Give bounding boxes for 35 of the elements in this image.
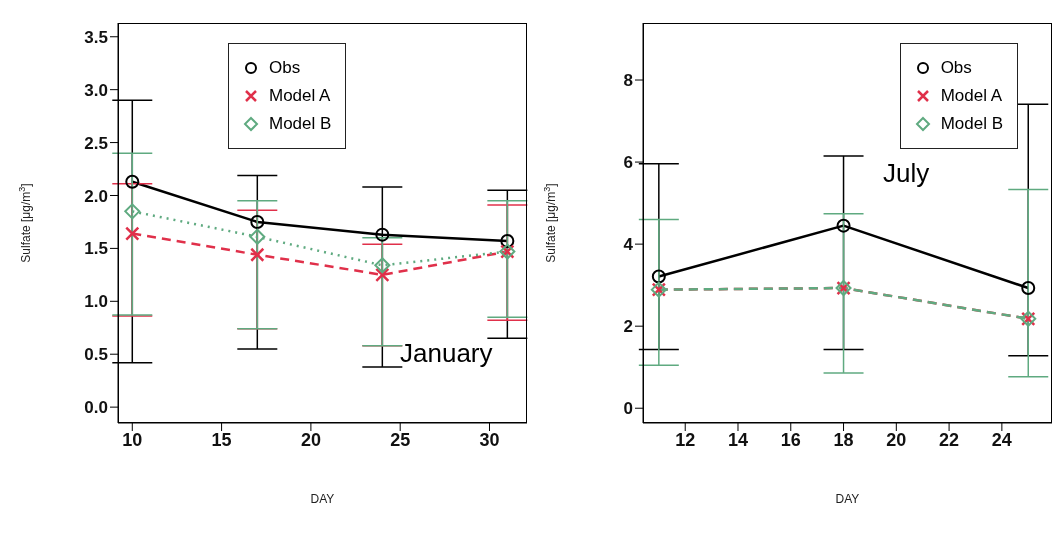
x-tick-label: 16	[780, 429, 801, 450]
x-tick-label: 30	[479, 429, 500, 450]
x-tick-label: 25	[390, 429, 411, 450]
y-tick-label: 3.0	[84, 80, 108, 100]
legend-label: Obs	[269, 57, 301, 79]
y-tick-label: 1.0	[84, 292, 108, 312]
legend-label: Model B	[269, 113, 332, 135]
x-tick-label: 22	[939, 429, 960, 450]
y-tick-label: 0.5	[84, 345, 108, 365]
y-tick-label: 8	[623, 71, 633, 91]
x-axis-title: DAY	[835, 492, 860, 506]
y-tick-label: 2.5	[84, 133, 108, 153]
y-tick-label: 6	[623, 153, 633, 173]
y-tick-label: 4	[623, 235, 634, 255]
legend-label: Model A	[940, 85, 1003, 107]
y-tick-label: 2.0	[84, 186, 108, 206]
x-tick-label: 24	[991, 429, 1012, 450]
x-tick-label: 14	[727, 429, 749, 450]
legend-label: Model B	[940, 113, 1003, 135]
x-tick-label: 12	[675, 429, 696, 450]
legend-label: Model A	[269, 85, 331, 107]
x-tick-label: 20	[886, 429, 907, 450]
x-tick-label: 10	[122, 429, 143, 450]
annotation: July	[883, 158, 930, 189]
y-tick-label: 2	[623, 317, 633, 337]
x-axis-title: DAY	[310, 492, 335, 506]
y-tick-label: 1.5	[84, 239, 108, 259]
annotation: January	[400, 338, 493, 369]
x-tick-label: 20	[300, 429, 321, 450]
y-tick-label: 0	[623, 399, 633, 419]
y-tick-label: 0.0	[84, 398, 108, 418]
legend-label: Obs	[940, 57, 972, 79]
y-tick-label: 3.5	[84, 27, 108, 47]
x-tick-label: 18	[833, 429, 854, 450]
x-tick-label: 15	[211, 429, 232, 450]
